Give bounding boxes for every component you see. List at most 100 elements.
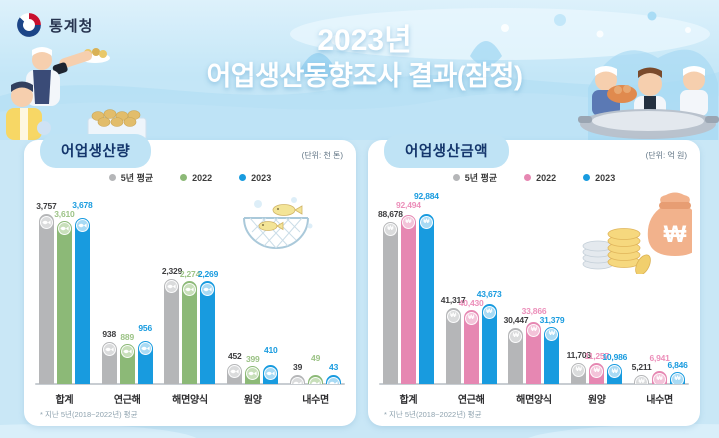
bar-cap	[138, 342, 152, 356]
fish-icon	[141, 346, 150, 351]
page-title: 2023년 어업생산동향조사 결과(잠정)	[120, 24, 609, 94]
won-icon: ₩	[383, 223, 397, 237]
bar-group-내수면: ₩5,211 ₩6,941 ₩6,846 내수면	[632, 214, 688, 410]
category-label: 해면양식	[172, 395, 208, 406]
bar-2023-해면양식	[200, 281, 216, 384]
legend-item: 2023	[583, 171, 615, 184]
bar-5년 평균-내수면	[290, 375, 306, 384]
legend-label: 5년 평균	[464, 173, 498, 183]
category-label: 연근해	[457, 395, 485, 406]
bar-2022-원양	[245, 365, 261, 384]
bar-slot: ₩88,678	[378, 209, 403, 384]
fish-icon	[78, 223, 87, 228]
bar-cap	[57, 222, 71, 236]
bar-slot: 3,678	[72, 200, 93, 384]
plot-value: ₩88,678 ₩92,494 ₩92,884 합계 ₩41,317 ₩40,430 ₩43…	[377, 191, 691, 410]
bar-2022-해면양식: ₩	[526, 322, 542, 384]
fish-icon	[185, 287, 195, 292]
won-icon: ₩	[419, 215, 433, 229]
bar-slot: 956	[137, 214, 153, 384]
fish-icon	[311, 380, 320, 384]
category-label: 내수면	[646, 395, 673, 406]
legend-item: 2022	[180, 171, 212, 184]
legend-dot	[180, 174, 188, 181]
bar-group-해면양식: ₩30,447 ₩33,866 ₩31,379 해면양식	[504, 214, 565, 410]
category-label: 해면양식	[516, 395, 552, 406]
panel-fishery-production-volume: 어업생산량 (단위: 천 톤) 5년 평균 2022 2023 3,757 3,610…	[24, 134, 356, 426]
bar-slot: ₩92,884	[414, 191, 439, 384]
legend-item: 5년 평균	[108, 171, 154, 184]
bar-slot: ₩6,941	[649, 214, 670, 384]
fish-icon	[293, 380, 302, 384]
bar-2022-해면양식	[182, 281, 198, 384]
bar-5년 평균-해면양식	[164, 278, 180, 384]
fish-icon	[203, 287, 213, 292]
x-axis-line	[35, 383, 345, 385]
unit-label-value: (단위: 억 원)	[645, 151, 687, 160]
legend-dot	[452, 174, 460, 181]
bar-slot: 938	[101, 214, 117, 384]
bar-2023-해면양식: ₩	[544, 326, 560, 384]
bar-group-연근해: 938 889 956 연근해	[101, 214, 153, 410]
bar-2022-연근해	[119, 343, 135, 384]
bar-cap	[201, 282, 215, 296]
bar-cap	[246, 367, 260, 381]
legend-label: 2022	[536, 172, 557, 183]
category-label: 연근해	[113, 395, 141, 406]
legend-label: 5년 평균	[120, 173, 154, 183]
page-title-year: 2023년	[317, 24, 412, 57]
bar-2023-원양	[263, 365, 279, 384]
bar-slot: 452	[227, 214, 243, 384]
bar-slot: ₩5,211	[632, 214, 652, 384]
bar-group-원양: ₩11,703 ₩11,257 ₩10,986 원양	[567, 214, 628, 410]
won-icon: ₩	[653, 372, 667, 384]
bar-5년 평균-연근해	[101, 341, 117, 384]
footnote-volume: * 지난 5년(2018~2022년) 평균	[40, 410, 138, 419]
bar-group-내수면: 39 49 43 내수면	[290, 214, 342, 410]
bar-5년 평균-합계	[38, 214, 54, 384]
bar-group-원양: 452 399 410 원양	[227, 214, 279, 410]
bar-slot: ₩6,846	[667, 214, 688, 384]
bar-slot: 43	[326, 214, 342, 384]
bar-slot: ₩41,317	[441, 214, 466, 384]
bar-slot: 2,274	[180, 214, 200, 384]
bar-2022-내수면	[308, 375, 324, 384]
bar-slot: 3,757	[36, 201, 57, 384]
bar-slot: ₩30,447	[504, 214, 529, 384]
legend-dot	[239, 174, 247, 181]
value-label: 92,884	[413, 190, 439, 201]
bar-2023-내수면: ₩	[670, 371, 686, 384]
bar-slot: ₩43,673	[477, 214, 502, 384]
legend-dot	[583, 174, 591, 181]
bar-2022-연근해: ₩	[463, 310, 479, 384]
legend-label: 2023	[595, 172, 616, 183]
value-label: 3,757	[36, 201, 57, 211]
panel-fishery-production-value: 어업생산금액 (단위: 억 원) 5년 평균 2022 2023 ₩ ₩88,678…	[368, 134, 700, 426]
bar-5년 평균-연근해: ₩	[445, 308, 461, 384]
legend-item: 2023	[239, 171, 271, 184]
fish-icon	[167, 284, 177, 289]
won-icon: ₩	[527, 323, 541, 337]
bar-2022-합계: ₩	[400, 214, 416, 384]
bar-slot: 49	[308, 214, 324, 384]
bar-cap	[291, 376, 305, 384]
bar-2022-원양: ₩	[589, 363, 605, 384]
category-label: 합계	[55, 395, 74, 406]
value-label: 3,678	[72, 199, 93, 210]
won-icon: ₩	[671, 373, 685, 384]
unit-label-volume: (단위: 천 톤)	[301, 151, 343, 160]
fish-icon	[266, 371, 275, 376]
legend-label: 2023	[251, 172, 272, 183]
footnote-value: * 지난 5년(2018~2022년) 평균	[384, 410, 482, 419]
header: 통계청 2023년 어업생산동향조사 결과(잠정)	[0, 0, 719, 140]
x-axis-line	[379, 383, 689, 385]
won-icon: ₩	[482, 305, 496, 319]
won-icon: ₩	[401, 216, 415, 230]
fish-icon	[329, 380, 338, 384]
bar-5년 평균-원양	[227, 363, 243, 384]
category-label: 원양	[587, 395, 606, 406]
fish-icon	[105, 347, 114, 352]
legend-item: 2022	[524, 171, 556, 184]
bar-slot: ₩40,430	[459, 214, 484, 384]
bar-slot: 2,269	[198, 214, 218, 384]
